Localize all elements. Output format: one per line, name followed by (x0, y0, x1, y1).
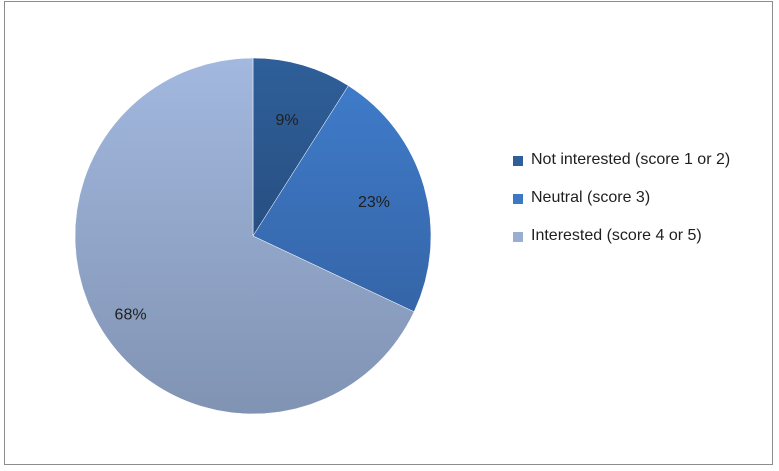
legend-swatch-neutral (513, 194, 523, 204)
legend-swatch-not-interested (513, 156, 523, 166)
data-label-interested: 68% (115, 307, 147, 324)
legend-swatch-interested (513, 232, 523, 242)
pie-slice-interested (74, 57, 415, 415)
legend: Not interested (score 1 or 2) Neutral (s… (513, 149, 773, 263)
pie-chart: 9% 23% 68% (74, 57, 432, 415)
legend-item-neutral: Neutral (score 3) (513, 187, 773, 209)
legend-item-interested: Interested (score 4 or 5) (513, 225, 773, 247)
legend-label: Neutral (score 3) (531, 189, 651, 206)
legend-item-not-interested: Not interested (score 1 or 2) (513, 149, 773, 171)
data-label-not-interested: 9% (275, 112, 298, 129)
legend-label: Interested (score 4 or 5) (531, 227, 702, 244)
data-label-neutral: 23% (358, 194, 390, 211)
chart-area: 9% 23% 68% Not interested (score 1 or 2) N… (4, 1, 773, 465)
pie-slice-not-interested (252, 57, 349, 237)
legend-label: Not interested (score 1 or 2) (531, 151, 731, 168)
pie-slice-neutral (252, 85, 432, 313)
